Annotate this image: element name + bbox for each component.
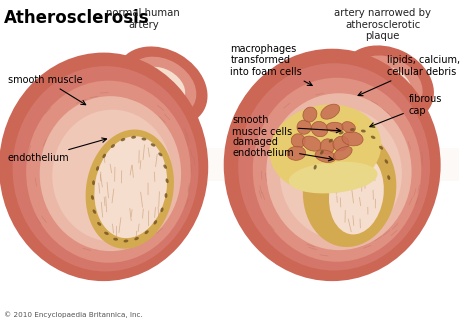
Text: smooth muscle: smooth muscle (8, 75, 86, 105)
Ellipse shape (111, 144, 115, 148)
Ellipse shape (102, 154, 106, 158)
Ellipse shape (145, 230, 149, 234)
Ellipse shape (334, 136, 344, 145)
Ellipse shape (86, 130, 174, 249)
Ellipse shape (42, 160, 146, 232)
Ellipse shape (158, 152, 163, 156)
Ellipse shape (290, 132, 303, 140)
Text: lipids, calcium,
cellular debris: lipids, calcium, cellular debris (358, 55, 461, 96)
Ellipse shape (97, 222, 101, 226)
Text: macrophages
transformed
into foam cells: macrophages transformed into foam cells (230, 44, 312, 85)
Ellipse shape (26, 81, 191, 263)
Ellipse shape (387, 175, 390, 180)
Ellipse shape (124, 240, 128, 242)
Ellipse shape (314, 165, 317, 170)
Ellipse shape (224, 49, 441, 281)
Ellipse shape (52, 110, 173, 241)
Ellipse shape (257, 148, 388, 240)
Ellipse shape (384, 159, 388, 164)
Ellipse shape (346, 119, 360, 127)
Ellipse shape (113, 238, 118, 241)
Ellipse shape (327, 122, 344, 132)
Ellipse shape (270, 104, 381, 192)
Ellipse shape (334, 147, 352, 160)
Ellipse shape (311, 122, 328, 137)
Ellipse shape (329, 153, 384, 234)
Ellipse shape (121, 138, 125, 141)
Ellipse shape (315, 150, 336, 162)
Ellipse shape (266, 93, 411, 250)
Ellipse shape (371, 136, 375, 139)
Ellipse shape (92, 180, 95, 185)
Ellipse shape (30, 150, 157, 242)
Ellipse shape (321, 104, 340, 119)
Ellipse shape (154, 220, 157, 225)
Ellipse shape (297, 120, 311, 134)
Ellipse shape (246, 137, 399, 251)
Ellipse shape (302, 136, 321, 151)
Ellipse shape (165, 178, 169, 183)
Ellipse shape (131, 136, 136, 139)
Ellipse shape (364, 66, 411, 104)
Ellipse shape (342, 132, 363, 146)
Ellipse shape (268, 158, 376, 230)
Ellipse shape (0, 53, 208, 281)
Text: smooth
muscle cells: smooth muscle cells (232, 115, 341, 137)
Ellipse shape (142, 137, 146, 140)
Ellipse shape (13, 66, 199, 271)
Text: © 2010 Encyclopaedia Britannica, Inc.: © 2010 Encyclopaedia Britannica, Inc. (4, 311, 143, 318)
Ellipse shape (291, 134, 305, 148)
Ellipse shape (287, 146, 306, 160)
Text: fibrous
cap: fibrous cap (370, 94, 442, 127)
Ellipse shape (151, 143, 155, 147)
Ellipse shape (253, 78, 421, 262)
Ellipse shape (361, 130, 366, 133)
Ellipse shape (303, 131, 396, 247)
Ellipse shape (303, 107, 317, 122)
Ellipse shape (341, 46, 434, 124)
Ellipse shape (40, 96, 181, 251)
Ellipse shape (238, 63, 430, 270)
Ellipse shape (94, 136, 167, 238)
Ellipse shape (325, 154, 337, 164)
Ellipse shape (19, 139, 169, 253)
Text: normal human
artery: normal human artery (107, 8, 180, 30)
Text: artery narrowed by
atherosclerotic
plaque: artery narrowed by atherosclerotic plaqu… (334, 8, 431, 41)
Ellipse shape (320, 139, 335, 154)
Ellipse shape (342, 122, 356, 133)
Ellipse shape (104, 232, 109, 235)
Ellipse shape (315, 113, 325, 123)
Ellipse shape (127, 57, 196, 116)
Ellipse shape (280, 108, 402, 240)
Ellipse shape (333, 136, 349, 151)
Ellipse shape (138, 67, 185, 106)
Ellipse shape (164, 164, 167, 169)
Ellipse shape (329, 139, 333, 143)
Ellipse shape (350, 128, 355, 131)
Ellipse shape (96, 166, 99, 171)
Ellipse shape (134, 237, 139, 240)
Ellipse shape (288, 145, 301, 154)
Ellipse shape (160, 207, 164, 212)
FancyBboxPatch shape (0, 149, 459, 181)
Ellipse shape (322, 143, 334, 153)
Ellipse shape (92, 209, 96, 214)
Ellipse shape (289, 162, 378, 193)
Text: damaged
endothelium: damaged endothelium (232, 137, 333, 161)
Ellipse shape (91, 195, 94, 200)
Ellipse shape (320, 150, 324, 155)
Ellipse shape (339, 131, 344, 135)
Ellipse shape (116, 46, 208, 126)
Ellipse shape (352, 56, 423, 114)
Ellipse shape (164, 193, 167, 198)
Ellipse shape (330, 146, 337, 153)
Ellipse shape (379, 146, 383, 150)
Text: Atherosclerosis: Atherosclerosis (4, 9, 149, 27)
Text: endothelium: endothelium (8, 138, 107, 163)
